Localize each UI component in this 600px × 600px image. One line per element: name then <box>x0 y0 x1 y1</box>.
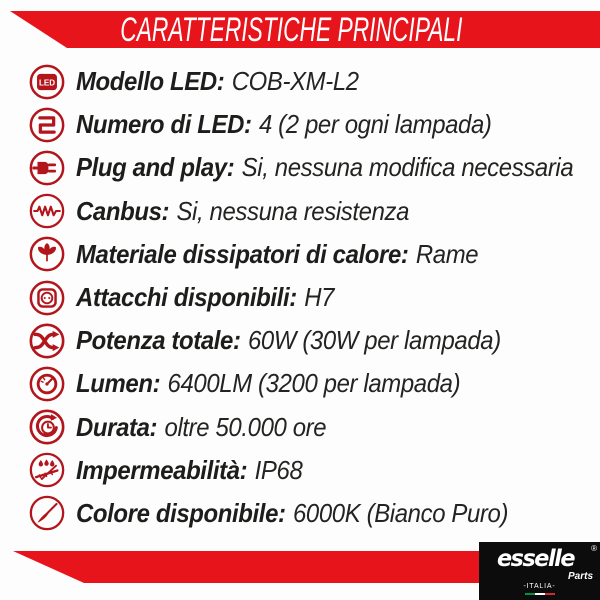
feature-label: Modello LED: <box>76 66 225 97</box>
feature-value: oltre 50.000 ore <box>164 411 327 442</box>
feature-row: Numero di LED: 4 (2 per ogni lampada) <box>28 103 598 146</box>
feature-row: Lumen: 6400LM (3200 per lampada) <box>28 362 598 405</box>
feature-text: Plug and play: Si, nessuna modifica neces… <box>76 152 574 183</box>
header-banner <box>10 11 600 48</box>
feature-value: 6000K (Bianco Puro) <box>292 497 509 528</box>
feature-value: 60W (30W per lampada) <box>247 325 501 356</box>
shuffle-arrows-icon <box>29 323 65 359</box>
feature-text: Impermeabilità: IP68 <box>76 454 303 486</box>
feature-label: Materiale dissipatori di calore: <box>76 238 409 269</box>
feature-row: Durata: oltre 50.000 ore <box>28 406 598 449</box>
feature-label: Impermeabilità: <box>76 454 248 485</box>
socket-icon <box>29 280 65 315</box>
feature-text: Lumen: 6400LM (3200 per lampada) <box>76 368 461 399</box>
feature-row: Colore disponibile: 6000K (Bianco Puro) <box>28 492 598 535</box>
feature-value: Rame <box>415 238 479 269</box>
paintbrush-icon <box>29 496 65 531</box>
svg-text:LED: LED <box>39 78 55 87</box>
heatsink-fan-icon <box>29 236 65 272</box>
feature-text: Attacchi disponibili: H7 <box>76 282 334 313</box>
feature-text: Durata: oltre 50.000 ore <box>76 411 327 443</box>
brand-name: esselle <box>496 546 576 572</box>
feature-label: Colore disponibile: <box>76 497 286 528</box>
feature-label: Durata: <box>76 411 158 442</box>
feature-text: Modello LED: COB-XM-L2 <box>76 66 359 97</box>
feature-row: Attacchi disponibili: H7 <box>28 276 598 319</box>
waterproof-icon <box>29 452 65 488</box>
clock-history-icon <box>29 409 65 445</box>
brand-logo: esselle ® Parts -ITALIA- <box>479 542 600 600</box>
feature-label: Attacchi disponibili: <box>76 282 297 313</box>
led-chip-icon: LED <box>29 64 65 99</box>
feature-label: Canbus: <box>76 195 170 226</box>
feature-list: LED Modello LED: COB-XM-L2 Numero di LED:… <box>28 60 598 535</box>
brand-country: -ITALIA- <box>523 583 556 590</box>
feature-value: COB-XM-L2 <box>231 66 359 97</box>
feature-text: Materiale dissipatori di calore: Rame <box>76 238 479 270</box>
gauge-icon <box>29 366 65 402</box>
feature-label: Numero di LED: <box>76 109 252 140</box>
feature-row: Materiale dissipatori di calore: Rame <box>28 233 598 276</box>
feature-text: Numero di LED: 4 (2 per ogni lampada) <box>76 109 492 140</box>
feature-row: LED Modello LED: COB-XM-L2 <box>28 60 598 103</box>
registered-mark: ® <box>591 544 597 553</box>
feature-text: Colore disponibile: 6000K (Bianco Puro) <box>76 498 508 529</box>
feature-row: Canbus: Si, nessuna resistenza <box>28 190 598 233</box>
italian-flag-bar <box>524 593 555 595</box>
feature-label: Plug and play: <box>76 152 235 183</box>
feature-value: 4 (2 per ogni lampada) <box>258 109 492 140</box>
feature-value: 6400LM (3200 per lampada) <box>167 368 461 399</box>
led-count-icon <box>29 107 65 143</box>
feature-row: Impermeabilità: IP68 <box>28 449 598 492</box>
feature-row: Potenza totale: 60W (30W per lampada) <box>28 319 598 362</box>
feature-row: Plug and play: Si, nessuna modifica neces… <box>28 146 598 189</box>
feature-value: Si, nessuna modifica necessaria <box>241 152 574 183</box>
feature-text: Canbus: Si, nessuna resistenza <box>76 196 409 227</box>
feature-text: Potenza totale: 60W (30W per lampada) <box>76 325 501 356</box>
feature-value: H7 <box>304 282 335 313</box>
page-title: CARATTERISTICHE PRINCIPALI <box>119 10 463 49</box>
feature-value: Si, nessuna resistenza <box>176 195 410 226</box>
brand-subtitle: Parts <box>567 571 593 582</box>
canbus-wave-icon <box>29 193 65 229</box>
feature-label: Lumen: <box>76 368 161 399</box>
feature-value: IP68 <box>254 454 303 485</box>
feature-label: Potenza totale: <box>76 325 241 356</box>
plug-icon <box>29 150 65 186</box>
header: CARATTERISTICHE PRINCIPALI <box>0 11 600 48</box>
